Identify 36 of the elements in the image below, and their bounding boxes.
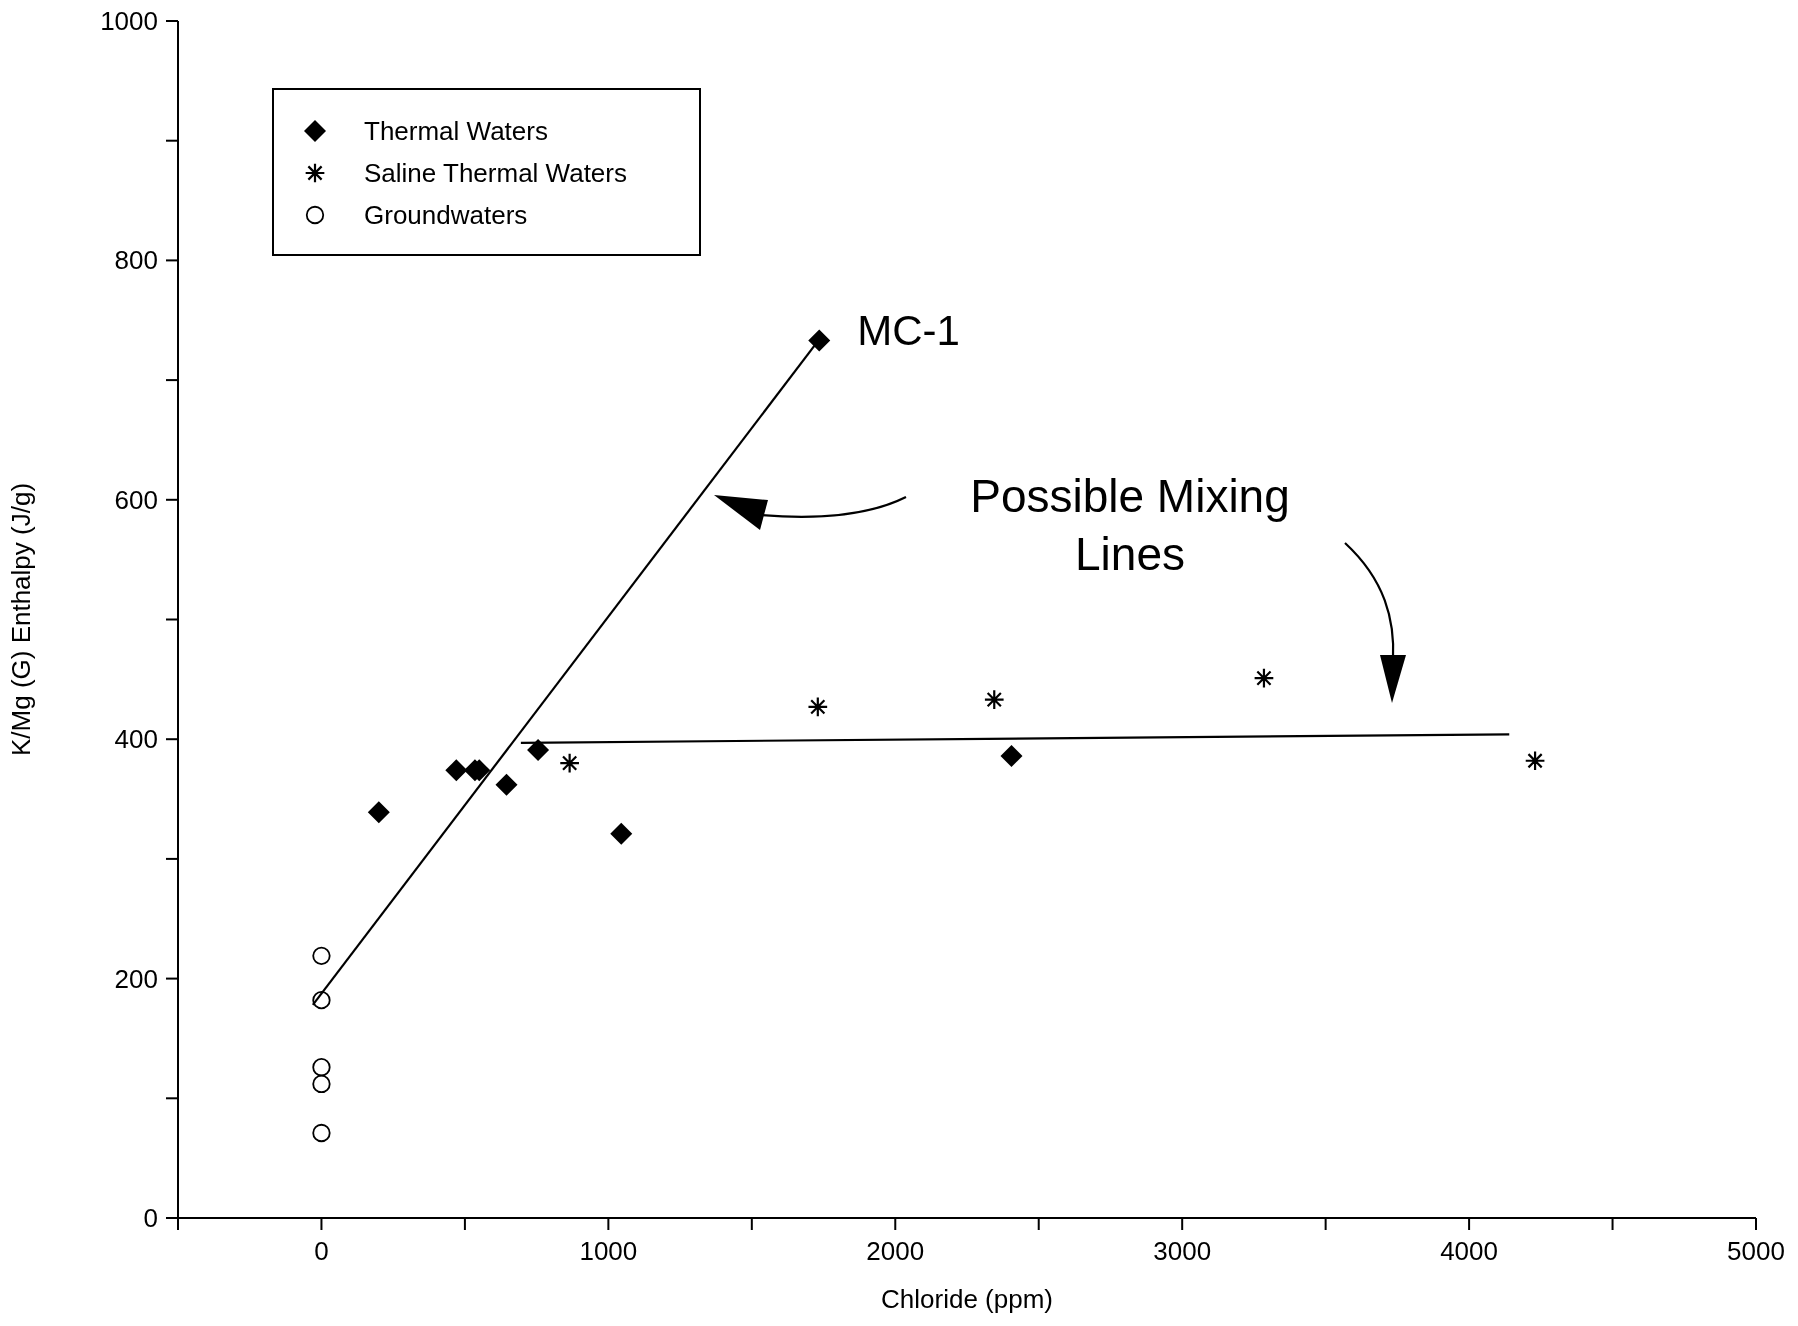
- x-tick-label: 0: [314, 1236, 329, 1266]
- legend-label: Saline Thermal Waters: [364, 158, 627, 188]
- point: [1253, 667, 1275, 689]
- y-tick-label: 1000: [100, 6, 158, 36]
- point: [445, 759, 468, 782]
- annotation: Possible Mixing Lines: [970, 470, 1290, 580]
- annotation: MC-1: [857, 306, 960, 354]
- y-tick-label: 400: [114, 724, 158, 755]
- x-tick-label: 5000: [1727, 1236, 1785, 1266]
- point: [312, 1058, 331, 1077]
- y-tick-label: 0: [143, 1203, 158, 1233]
- x-axis-title: Chloride (ppm): [881, 1284, 1053, 1314]
- x-tick-label: 1000: [579, 1236, 638, 1266]
- legend-label: Thermal Waters: [364, 116, 548, 146]
- x-tick-label: 2000: [866, 1236, 925, 1266]
- point: [527, 738, 550, 761]
- point: [983, 689, 1005, 711]
- point: [312, 1074, 331, 1094]
- point: [312, 946, 331, 966]
- x-tick-label: 3000: [1153, 1236, 1212, 1266]
- point: [1524, 750, 1546, 772]
- point: [367, 801, 390, 824]
- point: [495, 773, 518, 796]
- y-axis-title: K/Mg (G) Enthalpy (J/g): [6, 482, 36, 757]
- legend-label: Groundwaters: [364, 200, 528, 230]
- point: [808, 329, 831, 352]
- point: [559, 752, 581, 774]
- y-tick-label: 600: [114, 484, 158, 515]
- point: [610, 822, 633, 845]
- point: [312, 991, 331, 1010]
- point: [312, 1123, 331, 1143]
- point: [807, 696, 829, 718]
- point: [1000, 744, 1023, 767]
- y-tick-label: 800: [114, 245, 158, 276]
- x-tick-label: 4000: [1440, 1236, 1499, 1266]
- y-tick-label: 200: [114, 963, 158, 994]
